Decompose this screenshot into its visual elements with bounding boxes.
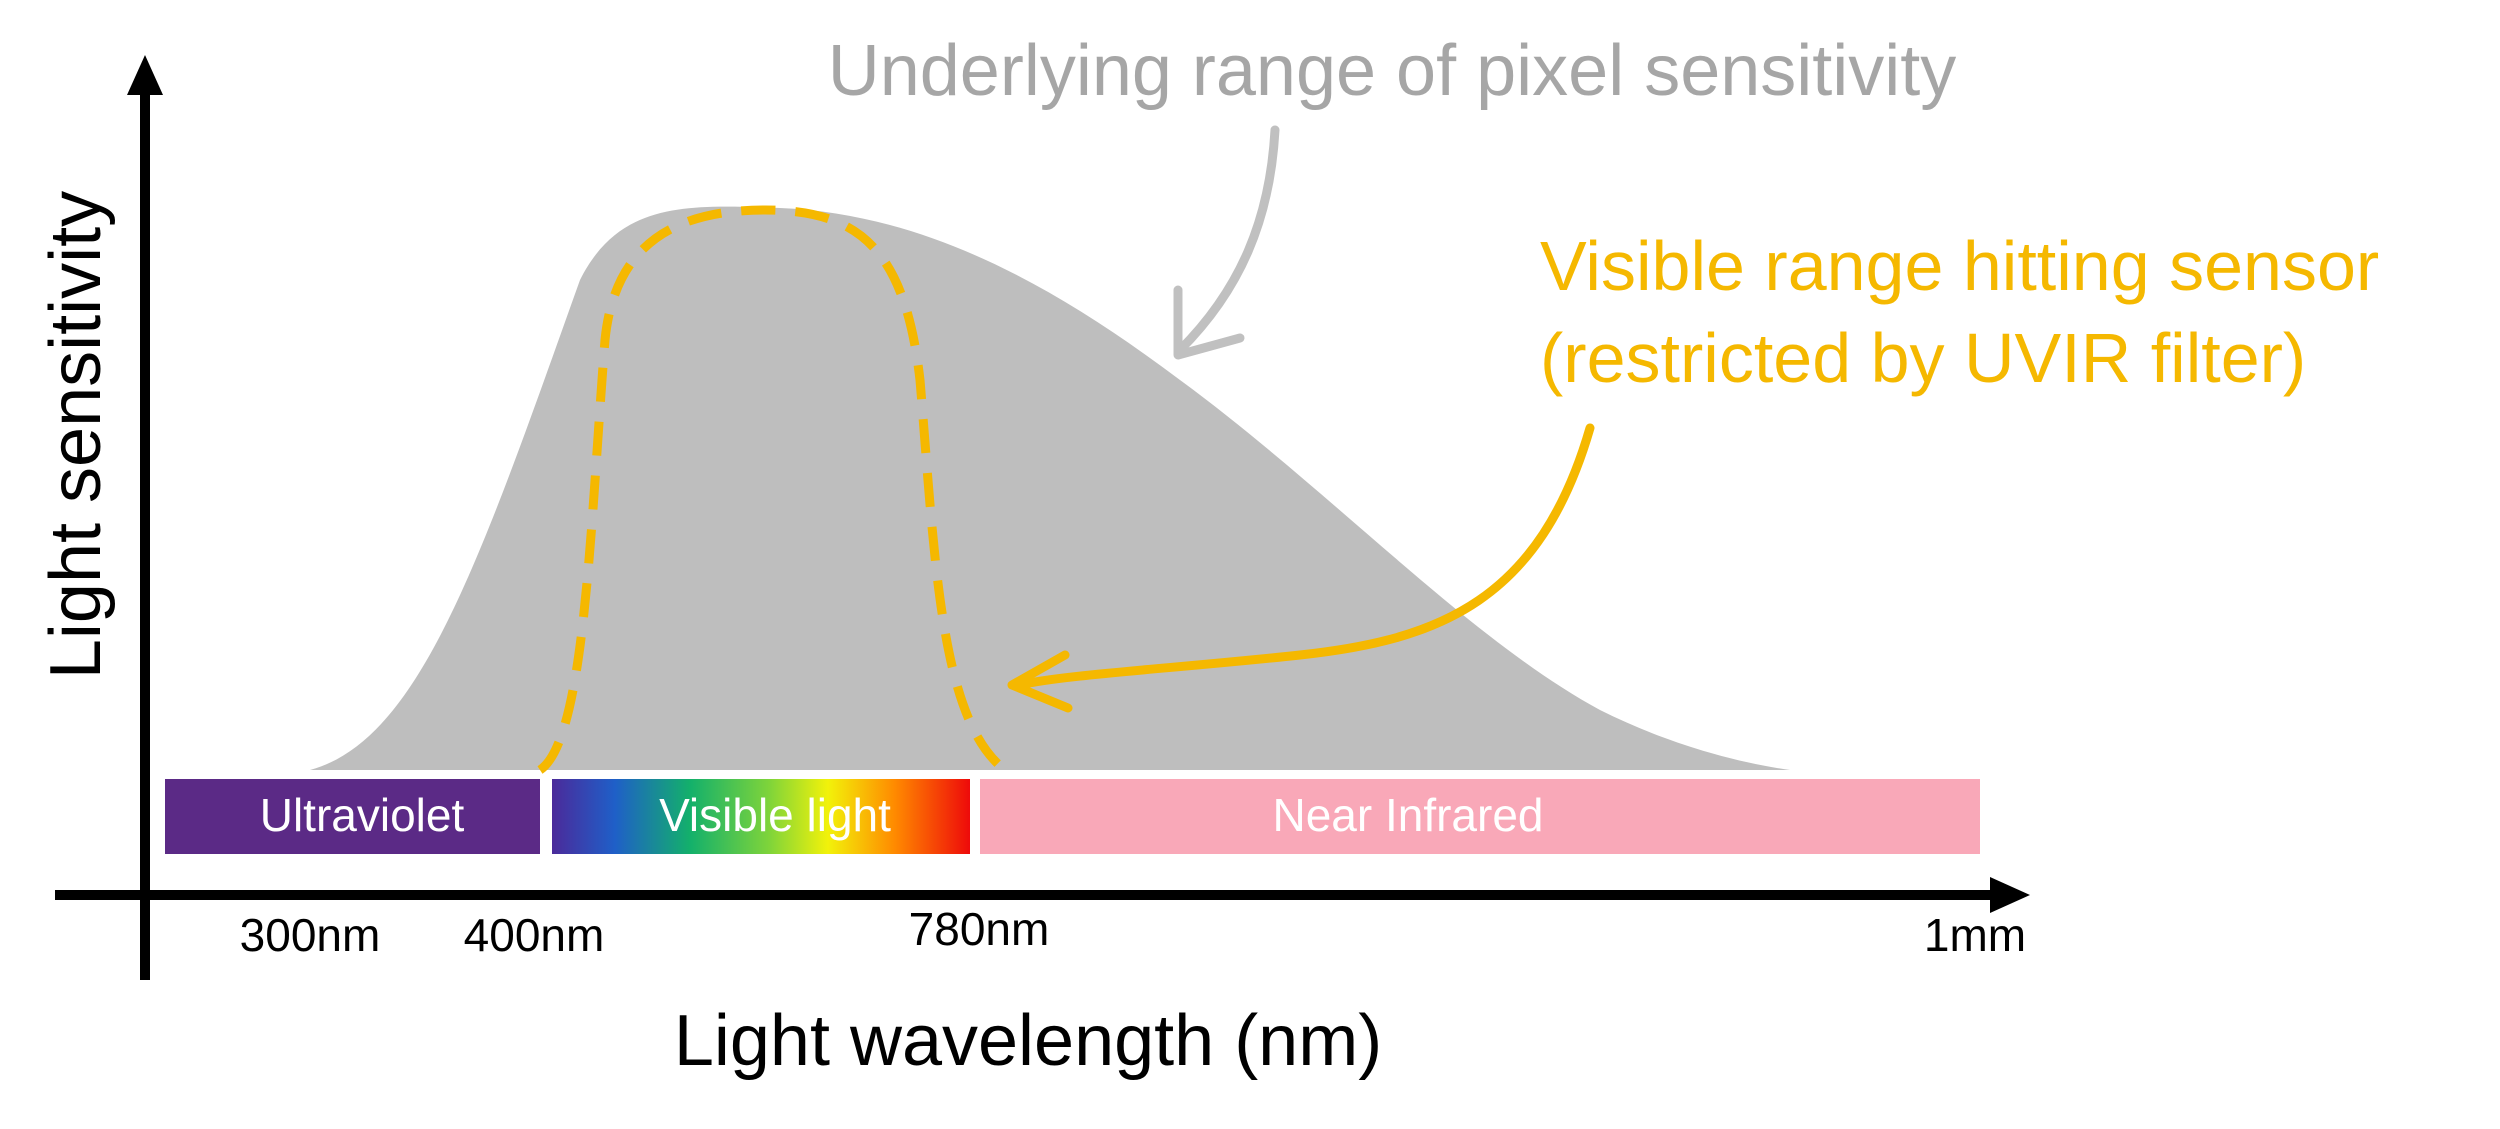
y-axis-arrowhead-icon (127, 55, 163, 95)
yellow-arrowhead-icon (1007, 650, 1073, 713)
tick-label: 300nm (240, 909, 381, 961)
pixel-sensitivity-annotation: Underlying range of pixel sensitivity (828, 31, 1957, 111)
tick-label: 1mm (1924, 909, 2026, 961)
band-label-ultraviolet: Ultraviolet (260, 789, 465, 841)
tick-label: 780nm (909, 903, 1050, 955)
visible-range-curve (537, 205, 1008, 774)
yellow-annotation-arrow (1015, 423, 1595, 690)
gray-arrowhead-icon (1173, 285, 1245, 360)
band-visible-light (552, 779, 970, 854)
band-label-near-infrared: Near Infrared (1272, 789, 1543, 841)
visible-range-annotation-line2: (restricted by UVIR filter) (1540, 319, 2306, 397)
tick-label: 400nm (464, 909, 605, 961)
y-axis-label: Light sensitivity (36, 191, 116, 679)
band-label-visible-light: Visible light (659, 789, 891, 841)
visible-range-annotation-line1: Visible range hitting sensor (1540, 227, 2379, 305)
x-axis-label: Light wavelength (nm) (674, 1001, 1382, 1081)
gray-annotation-arrow (1175, 125, 1280, 355)
band-near-infrared (980, 779, 1980, 854)
band-ultraviolet (165, 779, 540, 854)
x-axis-arrowhead-icon (1990, 877, 2030, 913)
